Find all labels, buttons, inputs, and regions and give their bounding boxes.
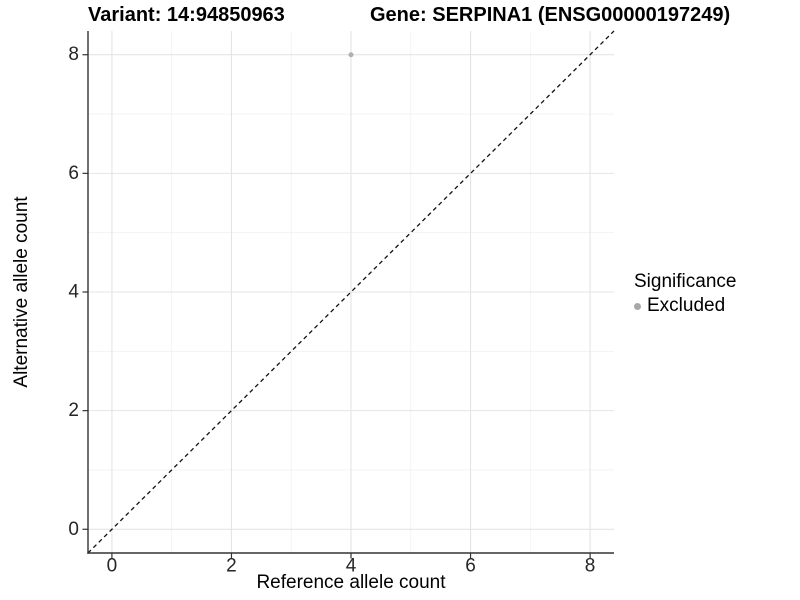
plot-title-gene: Gene: SERPINA1 (ENSG00000197249) — [370, 4, 731, 26]
legend-title: Significance — [634, 271, 737, 292]
x-tick-label: 6 — [465, 556, 476, 577]
x-tick-label: 0 — [107, 556, 118, 577]
legend: Significance Excluded — [634, 271, 736, 317]
data-point — [348, 52, 354, 58]
y-tick-label: 8 — [68, 44, 79, 65]
x-tick-label: 2 — [226, 556, 237, 577]
plot-title-variant: Variant: 14:94850963 — [88, 4, 285, 26]
legend-item-label: Excluded — [647, 295, 726, 316]
y-tick-label: 2 — [68, 400, 79, 421]
y-axis-title: Alternative allele count — [11, 196, 32, 388]
legend-key-dot-icon — [634, 302, 641, 310]
x-axis-title: Reference allele count — [256, 572, 446, 593]
legend-items: Excluded — [634, 295, 736, 317]
y-tick-label: 6 — [68, 163, 79, 184]
identity-dashed-line — [87, 30, 615, 554]
legend-item: Excluded — [634, 295, 736, 317]
y-tick-label: 0 — [68, 519, 79, 540]
x-tick-label: 8 — [585, 556, 596, 577]
x-tick-label: 4 — [346, 556, 357, 577]
y-tick-label: 4 — [68, 282, 79, 303]
